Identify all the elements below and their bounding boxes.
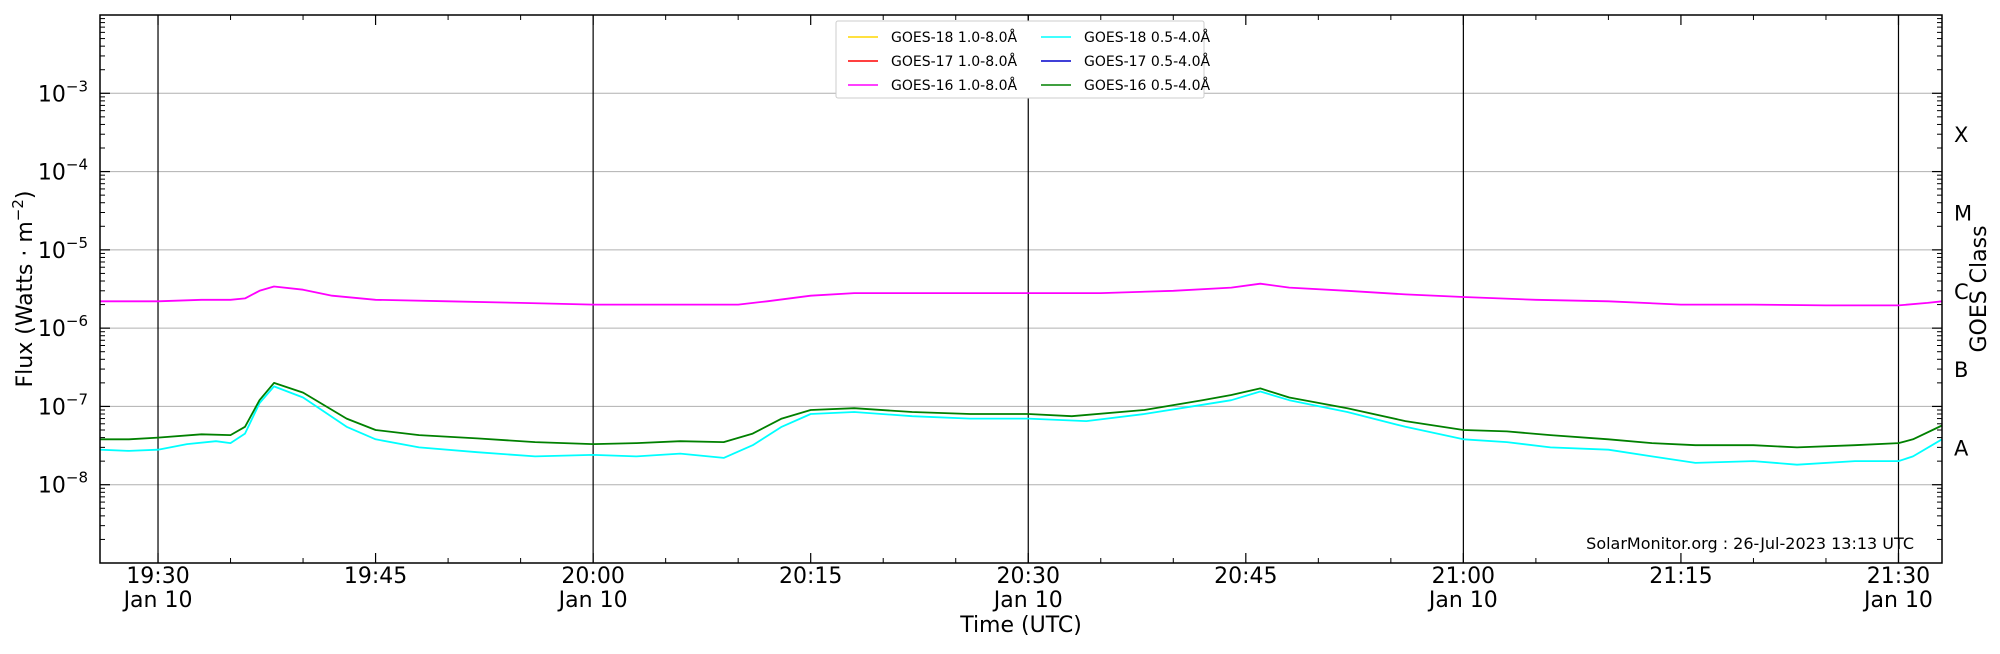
x-tick-date-label: Jan 10: [122, 588, 193, 613]
y-tick-labels: 10−8 10−7 10−6 10−5 10−4 10−3: [38, 77, 88, 498]
x-tick-label: 19:30: [126, 564, 189, 589]
x-tick-label: 20:45: [1214, 564, 1277, 589]
y-tick-label: 10−3: [38, 77, 88, 107]
x-tick-date-label: Jan 10: [1427, 588, 1498, 613]
right-axis-label: GOES Class: [1967, 225, 1992, 352]
plot-frame: [99, 14, 1943, 564]
y-tick-label: 10−7: [38, 390, 88, 420]
vertical-lines-layer: [157, 15, 1900, 563]
legend: GOES-18 1.0-8.0Å GOES-17 1.0-8.0Å GOES-16 …: [835, 20, 1210, 99]
legend-entry-label: GOES-17 0.5-4.0Å: [1084, 53, 1210, 70]
legend-box: [835, 20, 1205, 99]
series-line: [100, 381, 1943, 449]
x-tick-label: 20:30: [997, 564, 1060, 589]
x-tick-date-label: Jan 10: [1862, 588, 1933, 613]
series-line: [100, 282, 1943, 307]
goes-class-label: X: [1954, 123, 1968, 147]
x-tick-label: 21:00: [1432, 564, 1495, 589]
legend-entry-label: GOES-16 0.5-4.0Å: [1084, 77, 1210, 94]
legend-entry-label: GOES-18 1.0-8.0Å: [891, 29, 1017, 46]
goes-class-label: A: [1954, 436, 1969, 460]
y-tick-label: 10−6: [38, 312, 88, 342]
x-axis-label: Time (UTC): [959, 613, 1082, 638]
tick-layer: [100, 15, 1942, 563]
goes-class-labels: A B C M X: [1954, 123, 1972, 460]
x-tick-label: 21:15: [1649, 564, 1712, 589]
legend-entry-label: GOES-18 0.5-4.0Å: [1084, 29, 1210, 46]
grid-layer: [100, 92, 1942, 486]
watermark-annotation: SolarMonitor.org : 26-Jul-2023 13:13 UTC: [1586, 534, 1914, 553]
goes-class-label: B: [1954, 358, 1968, 382]
y-axis-label: Flux (Watts · m−2): [9, 191, 38, 388]
series-layer: [99, 282, 1943, 466]
x-tick-label: 20:15: [779, 564, 842, 589]
x-tick-label: 20:00: [561, 564, 624, 589]
y-tick-label: 10−4: [38, 156, 88, 186]
x-tick-label: 19:45: [344, 564, 407, 589]
goes-class-label: C: [1954, 280, 1969, 304]
x-tick-label: 21:30: [1867, 564, 1930, 589]
y-tick-label: 10−8: [38, 469, 88, 499]
x-tick-date-label: Jan 10: [992, 588, 1063, 613]
legend-items: GOES-18 1.0-8.0Å GOES-17 1.0-8.0Å GOES-16 …: [848, 29, 1210, 94]
x-tick-date-label: Jan 10: [557, 588, 628, 613]
goes-class-label: M: [1954, 202, 1972, 226]
y-tick-label: 10−5: [38, 234, 88, 264]
series-line: [99, 385, 1943, 466]
legend-entry-label: GOES-17 1.0-8.0Å: [891, 53, 1017, 70]
legend-entry-label: GOES-16 1.0-8.0Å: [891, 77, 1017, 94]
